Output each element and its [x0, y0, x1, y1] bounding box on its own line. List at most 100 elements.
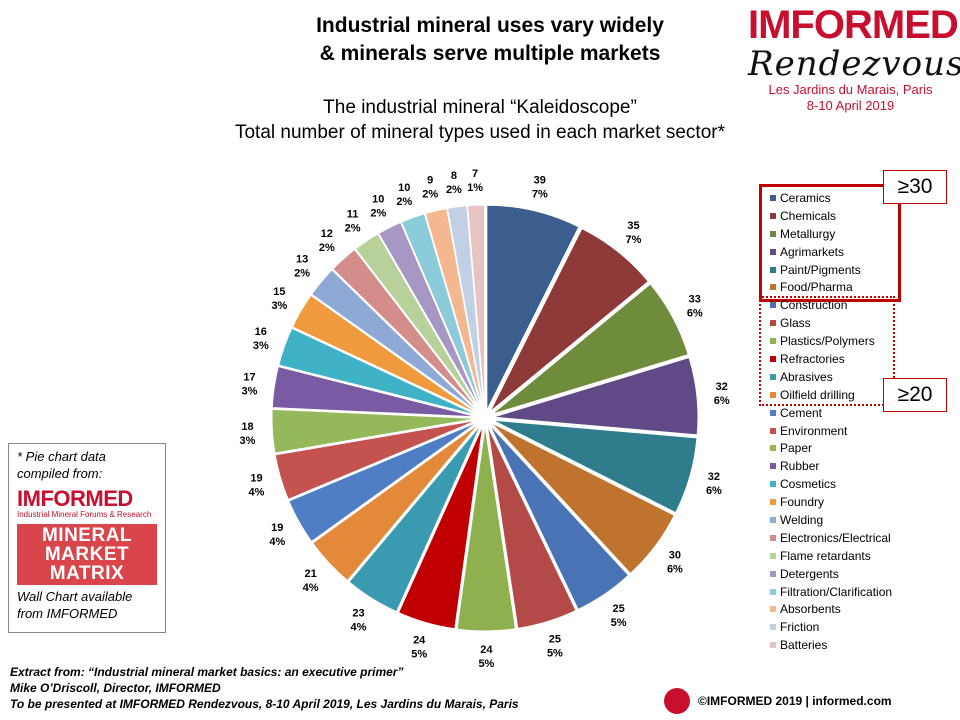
legend-label: Detergents: [780, 566, 839, 581]
footer-credits: Extract from: “Industrial mineral market…: [10, 664, 650, 712]
slice-label-batteries: 7 1%: [467, 168, 483, 194]
legend-label: Construction: [780, 298, 848, 313]
pie-slice-paper: [271, 408, 478, 454]
legend-item-plastics-polymers: Plastics/Polymers: [770, 332, 900, 350]
legend-swatch: [770, 302, 776, 309]
mineral-market-matrix-logo: MINERAL MARKET MATRIX: [17, 524, 157, 585]
legend-swatch: [770, 338, 776, 345]
legend-item-oilfield-drilling: Oilfield drilling: [770, 386, 900, 404]
legend-item-absorbents: Absorbents: [770, 600, 900, 618]
footer-line-2: Mike O’Driscoll, Director, IMFORMED: [10, 681, 221, 695]
legend-swatch: [770, 499, 776, 506]
legend-label: Welding: [780, 512, 824, 527]
pie-slice-cement: [288, 421, 479, 543]
legend-swatch: [770, 570, 776, 577]
legend-swatch: [770, 391, 776, 398]
legend-label: Ceramics: [780, 190, 831, 205]
slice-label-refractories: 24 5%: [411, 635, 427, 661]
legend-swatch: [770, 355, 776, 362]
dates-line: 8-10 April 2019: [806, 98, 895, 113]
legend-label: Absorbents: [780, 602, 841, 617]
legend-label: Cement: [780, 405, 823, 420]
legend-label: Metallurgy: [780, 226, 836, 241]
headline: Industrial mineral uses vary widely & mi…: [250, 12, 730, 68]
legend-label: Cosmetics: [780, 477, 837, 492]
pie-slice-absorbents: [424, 207, 484, 411]
slice-label-electronics-electrical: 12 2%: [319, 228, 335, 254]
legend-swatch: [770, 516, 776, 523]
slice-label-plastics-polymers: 24 5%: [478, 644, 494, 670]
legend-label: Electronics/Electrical: [780, 530, 891, 545]
legend-swatch: [770, 624, 776, 631]
legend-label: Paint/Pigments: [780, 262, 861, 277]
slice-label-chemicals: 35 7%: [626, 220, 642, 246]
copyright: ©IMFORMED 2019 | informed.com: [664, 688, 954, 714]
imformed-logo-small: IMFORMED: [17, 486, 133, 511]
legend-item-paint-pigments: Paint/Pigments: [770, 261, 900, 279]
slice-label-detergents: 10 2%: [370, 193, 386, 219]
subtitle-line-1: The industrial mineral “Kaleidoscope”: [323, 97, 637, 118]
imformed-tagline: Industrial Mineral Forums & Research: [17, 510, 152, 519]
group-box-30: [759, 184, 901, 302]
legend-item-metallurgy: Metallurgy: [770, 225, 900, 243]
headline-line-2: & minerals serve multiple markets: [319, 42, 661, 65]
badge-30-plus: ≥30: [883, 170, 947, 204]
pie-slice-oilfield-drilling: [311, 423, 480, 582]
legend-swatch: [770, 534, 776, 541]
slice-label-agrimarkets: 32 6%: [714, 381, 730, 407]
pie-slice-friction: [446, 205, 485, 411]
slice-label-metallurgy: 33 6%: [687, 294, 703, 320]
legend-item-foundry: Foundry: [770, 493, 900, 511]
rendezvous-wordmark: Rendezvous: [748, 44, 960, 84]
legend-swatch: [770, 284, 776, 291]
imformed-logo: IMFORMED: [748, 3, 959, 47]
legend-swatch: [770, 481, 776, 488]
pie-slice-batteries: [467, 204, 486, 411]
pie-slice-metallurgy: [491, 283, 689, 415]
slice-label-food-pharma: 30 6%: [667, 549, 683, 575]
pie-slice-electronics-electrical: [332, 248, 481, 413]
slice-label-cosmetics: 16 3%: [253, 326, 269, 352]
pie-slice-refractories: [397, 425, 484, 630]
legend-item-filtration-clarification: Filtration/Clarification: [770, 583, 900, 601]
pie-slice-plastics-polymers: [456, 425, 517, 632]
legend-swatch: [770, 588, 776, 595]
pie-slice-rubber: [271, 366, 478, 418]
legend-item-ceramics: Ceramics: [770, 189, 900, 207]
legend-swatch: [770, 606, 776, 613]
chart-legend: Ceramics Chemicals Metallurgy Agrimarkets Pa…: [770, 189, 900, 654]
slice-label-foundry: 15 3%: [271, 286, 287, 312]
slice-label-paper: 18 3%: [240, 421, 256, 447]
matrix-word-2: MARKET: [44, 544, 130, 565]
slice-label-filtration-clarification: 10 2%: [396, 182, 412, 208]
pie-slice-chemicals: [489, 227, 649, 413]
legend-item-food-pharma: Food/Pharma: [770, 278, 900, 296]
legend-swatch: [770, 212, 776, 219]
legend-swatch: [770, 642, 776, 649]
slice-label-friction: 8 2%: [446, 170, 462, 196]
legend-swatch: [770, 230, 776, 237]
legend-swatch: [770, 445, 776, 452]
slice-label-paint-pigments: 32 6%: [706, 471, 722, 497]
legend-item-detergents: Detergents: [770, 565, 900, 583]
slice-label-glass: 25 5%: [547, 634, 563, 660]
legend-swatch: [770, 427, 776, 434]
matrix-word-1: MINERAL: [41, 525, 133, 546]
slice-label-welding: 13 2%: [294, 254, 310, 280]
slice-label-flame-retardants: 11 2%: [345, 208, 361, 234]
legend-swatch: [770, 194, 776, 201]
legend-item-cosmetics: Cosmetics: [770, 475, 900, 493]
legend-swatch: [770, 248, 776, 255]
pie-slice-ceramics: [486, 204, 580, 411]
legend-swatch: [770, 373, 776, 380]
legend-label: Filtration/Clarification: [780, 584, 893, 599]
legend-label: Paper: [780, 441, 813, 456]
legend-item-flame-retardants: Flame retardants: [770, 547, 900, 565]
pie-slice-foundry: [291, 294, 479, 415]
pie-slice-paint-pigments: [492, 419, 698, 514]
pie-slice-cosmetics: [278, 327, 478, 416]
legend-item-cement: Cement: [770, 404, 900, 422]
slice-label-cement: 19 4%: [269, 522, 285, 548]
slice-label-environment: 19 4%: [249, 473, 265, 499]
